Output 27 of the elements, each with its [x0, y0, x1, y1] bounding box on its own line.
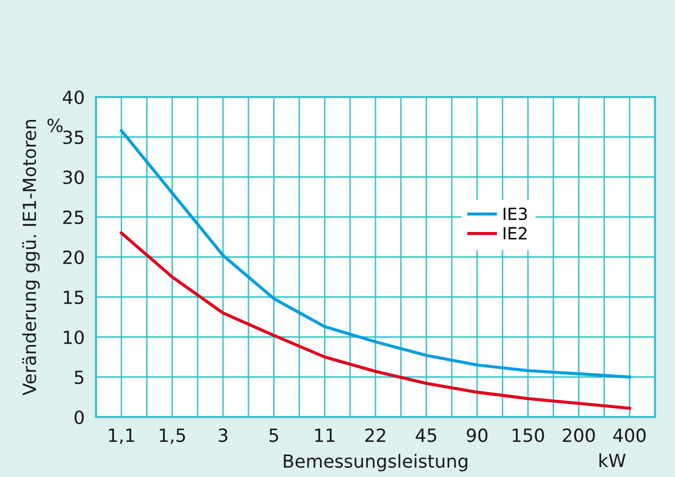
x-tick-label: 22: [365, 428, 386, 442]
x-tick-label: 1,1: [109, 428, 134, 444]
x-tick-label: 5: [270, 428, 278, 442]
x-tick-label: 1,5: [160, 428, 186, 444]
y-tick-label: 15: [64, 290, 84, 304]
legend-label: IE2: [504, 226, 526, 240]
line-series: [120, 129, 632, 379]
y-tick-label: 30: [63, 170, 84, 184]
y-tick-label: 25: [63, 210, 84, 224]
text: %: [47, 118, 63, 132]
text: kW: [599, 453, 626, 467]
y-axis-title: Veränderung ggü. IE1-Motoren: [22, 120, 40, 396]
x-tick-label: 11: [315, 428, 334, 442]
legend-label: IE3: [504, 207, 527, 220]
y-tick-label: 0: [74, 410, 84, 424]
x-axis-title: Bemessungsleistung: [284, 454, 468, 472]
x-tick-label: 45: [416, 428, 436, 442]
y-tick-label: 40: [62, 90, 84, 104]
x-tick-label: 90: [466, 428, 488, 442]
y-tick-label: 20: [63, 250, 84, 264]
x-tick-label: 3: [218, 428, 228, 442]
x-tick-label: 200: [562, 428, 595, 442]
x-tick-label: 150: [512, 428, 544, 442]
y-tick-label: 5: [74, 370, 84, 384]
y-tick-label: 10: [64, 330, 84, 344]
y-tick-label: 35: [63, 130, 84, 144]
x-tick-label: 400: [613, 428, 646, 442]
